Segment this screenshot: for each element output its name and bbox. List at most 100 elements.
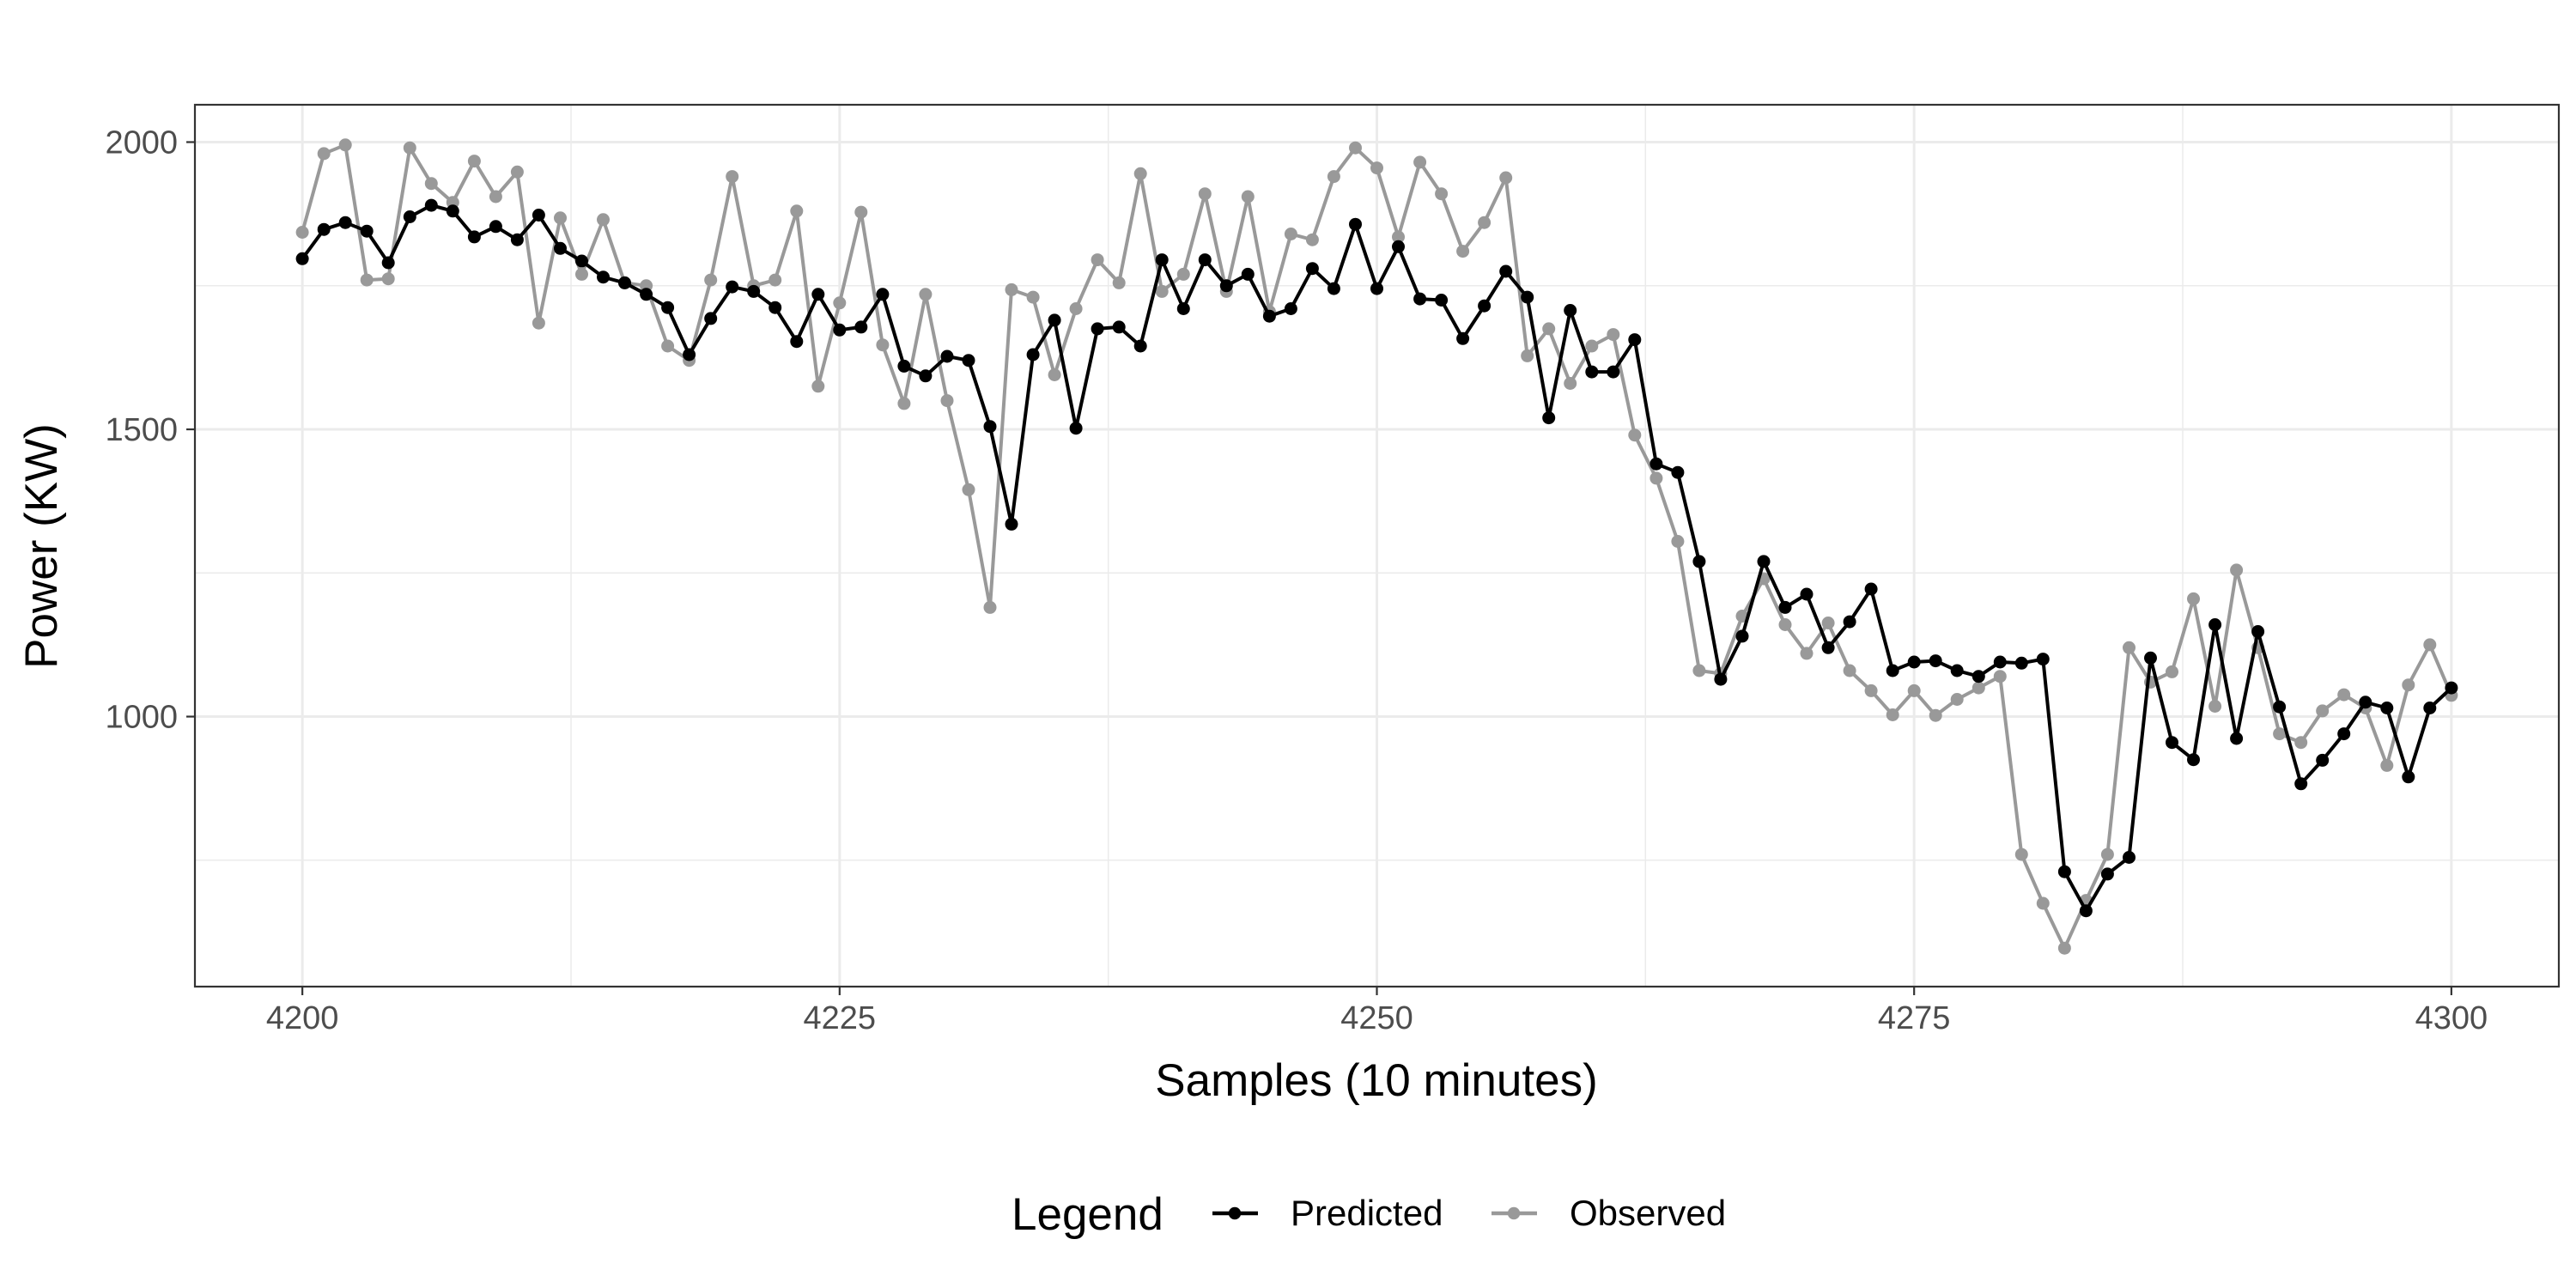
predicted-point <box>618 276 631 289</box>
observed-point <box>381 272 395 286</box>
y-axis-title: Power (KW) <box>16 423 67 669</box>
predicted-point <box>1757 555 1771 568</box>
predicted-point <box>424 198 438 212</box>
predicted-point <box>1929 654 1942 668</box>
x-tick-label: 4275 <box>1878 1000 1951 1036</box>
predicted-point <box>1091 322 1104 336</box>
predicted-point <box>1692 555 1706 568</box>
predicted-point <box>683 348 696 361</box>
observed-point <box>2166 665 2178 678</box>
predicted-point <box>640 288 653 301</box>
observed-point <box>833 296 847 310</box>
predicted-point <box>2100 867 2114 881</box>
observed-point <box>2316 704 2330 718</box>
predicted-point <box>1971 670 1985 683</box>
legend-label-predicted: Predicted <box>1291 1193 1443 1233</box>
predicted-point <box>1542 411 1556 425</box>
predicted-point <box>2079 904 2093 918</box>
observed-point <box>940 394 954 408</box>
observed-point <box>1133 167 1147 180</box>
predicted-point <box>1649 457 1663 471</box>
predicted-point <box>2036 653 2050 666</box>
observed-point <box>1069 302 1083 315</box>
predicted-point <box>1241 267 1255 281</box>
observed-point <box>1564 377 1577 390</box>
legend-key-predicted-point <box>1228 1206 1242 1220</box>
observed-point <box>1692 664 1706 677</box>
observed-point <box>2402 678 2415 692</box>
predicted-point <box>360 224 374 238</box>
observed-point <box>2230 563 2244 577</box>
observed-point <box>876 338 890 352</box>
predicted-point <box>1950 664 1964 677</box>
observed-point <box>597 213 610 227</box>
predicted-point <box>1435 294 1449 307</box>
predicted-point <box>1133 339 1147 353</box>
predicted-point <box>919 369 933 383</box>
predicted-point <box>2380 702 2394 714</box>
predicted-point <box>1005 517 1018 531</box>
predicted-point <box>554 241 567 255</box>
predicted-point <box>510 233 524 246</box>
predicted-point <box>1198 253 1212 267</box>
predicted-point <box>1907 655 1921 669</box>
predicted-point <box>1413 292 1427 306</box>
predicted-point <box>854 320 868 334</box>
observed-point <box>1305 233 1319 246</box>
predicted-point <box>897 359 911 373</box>
predicted-point <box>1993 655 2007 669</box>
observed-point <box>1349 141 1362 155</box>
predicted-point <box>876 288 890 301</box>
observed-point <box>338 138 352 152</box>
x-axis: 4200 4225 4250 4275 4300 <box>266 987 2488 1036</box>
predicted-point <box>2208 618 2222 631</box>
observed-point <box>897 397 911 410</box>
observed-point <box>2123 641 2136 654</box>
predicted-point <box>2273 700 2287 714</box>
predicted-point <box>1671 465 1685 479</box>
observed-point <box>983 600 997 614</box>
observed-point <box>2187 592 2200 605</box>
observed-point <box>661 339 675 353</box>
observed-point <box>1392 230 1405 244</box>
predicted-point <box>2423 702 2437 714</box>
predicted-point <box>1821 641 1835 654</box>
observed-point <box>1929 708 1942 722</box>
predicted-point <box>1478 299 1492 313</box>
predicted-point <box>726 280 739 294</box>
predicted-point <box>962 354 975 368</box>
series-predicted <box>295 198 2458 918</box>
predicted-point <box>2230 732 2244 745</box>
observed-point <box>1005 283 1018 296</box>
predicted-point <box>1585 365 1599 379</box>
observed-point <box>575 267 588 281</box>
predicted-point <box>811 288 825 301</box>
observed-point <box>1800 647 1814 660</box>
observed-point <box>962 483 975 496</box>
observed-point <box>467 155 481 168</box>
observed-point <box>295 226 309 239</box>
predicted-point <box>2166 736 2178 750</box>
predicted-point <box>1026 348 1040 361</box>
predicted-point <box>1800 587 1814 601</box>
observed-point <box>1499 171 1513 185</box>
predicted-point <box>1864 582 1878 596</box>
predicted-point <box>1735 629 1749 643</box>
predicted-point <box>2337 727 2351 741</box>
observed-point <box>2057 941 2071 955</box>
predicted-point <box>769 301 782 314</box>
observed-point <box>1907 683 1921 697</box>
predicted-point <box>446 204 459 218</box>
predicted-point <box>1714 672 1728 686</box>
predicted-point <box>1564 304 1577 317</box>
predicted-point <box>940 349 954 363</box>
x-tick-label: 4300 <box>2415 1000 2488 1036</box>
predicted-point <box>1069 422 1083 435</box>
predicted-point <box>1778 600 1792 614</box>
predicted-point <box>2187 753 2200 767</box>
observed-point <box>1435 187 1449 201</box>
predicted-point <box>2251 625 2265 638</box>
predicted-point <box>1176 302 1190 315</box>
observed-point <box>1950 693 1964 706</box>
